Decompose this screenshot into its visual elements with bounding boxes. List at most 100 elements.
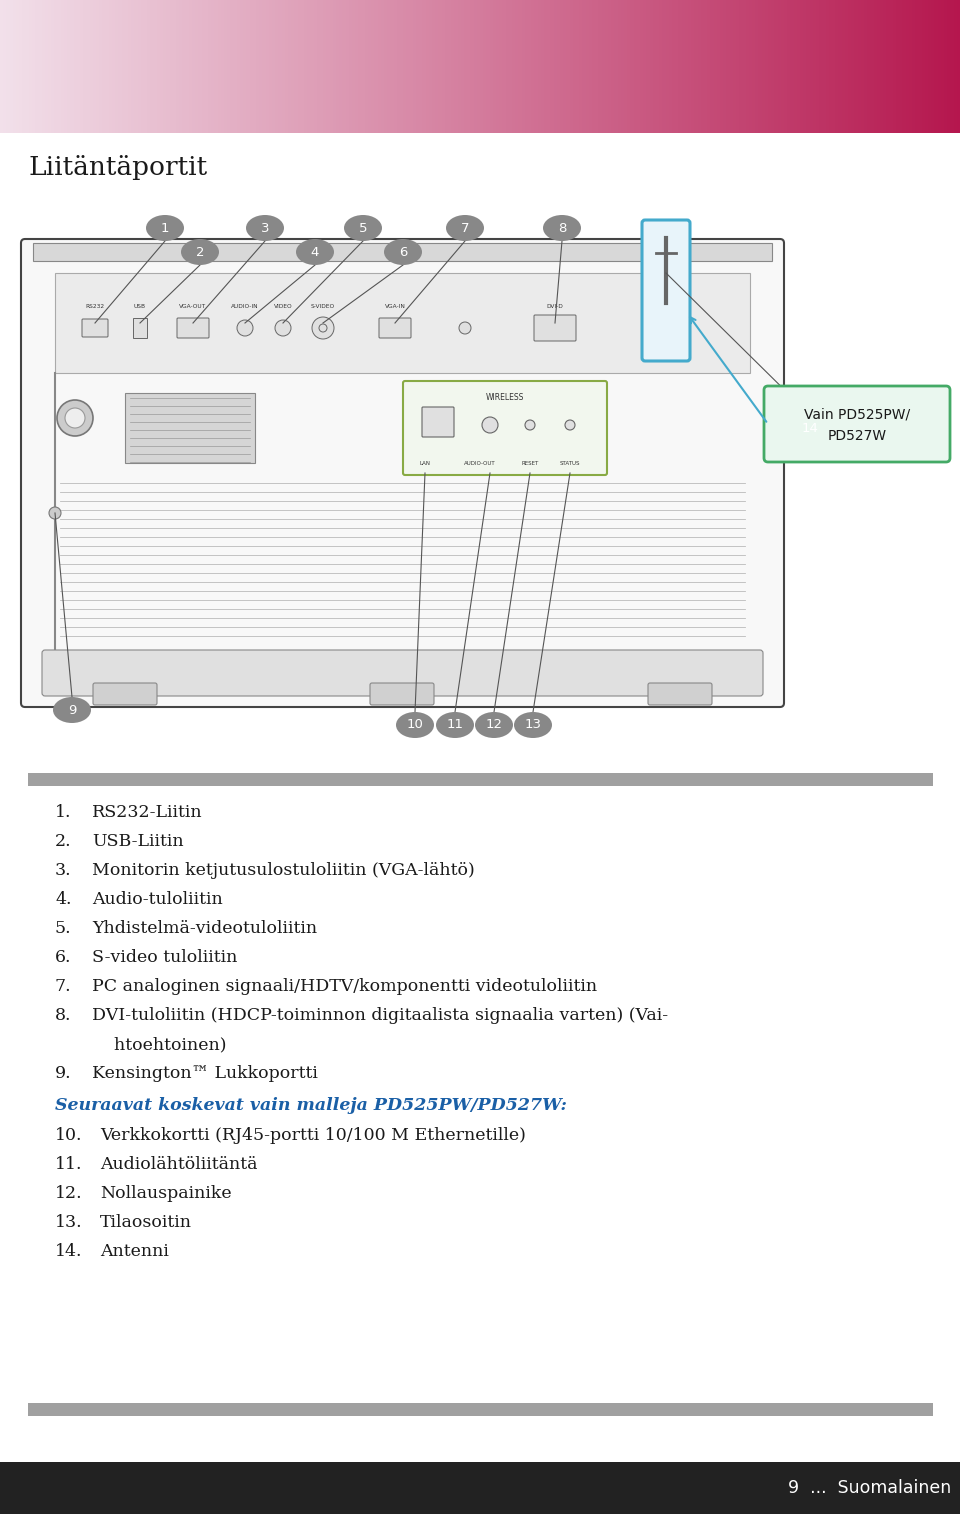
Text: Liitäntäportit: Liitäntäportit (28, 154, 207, 180)
Text: 6: 6 (398, 245, 407, 259)
Text: 6.: 6. (55, 949, 71, 966)
Text: 8.: 8. (55, 1007, 71, 1023)
Circle shape (459, 322, 471, 335)
Text: acer: acer (861, 18, 949, 51)
Text: 7: 7 (461, 221, 469, 235)
Text: S-video tuloliitin: S-video tuloliitin (92, 949, 237, 966)
Text: 12.: 12. (55, 1185, 83, 1202)
Text: PC analoginen signaali/HDTV/komponentti videotuloliitin: PC analoginen signaali/HDTV/komponentti … (92, 978, 597, 995)
Circle shape (57, 400, 93, 436)
FancyBboxPatch shape (42, 650, 763, 696)
Text: 1.: 1. (55, 804, 71, 821)
Ellipse shape (344, 215, 382, 241)
Text: VGA-OUT: VGA-OUT (180, 303, 206, 309)
Bar (28, 774, 933, 786)
Text: WIRELESS: WIRELESS (486, 392, 524, 401)
Bar (0, 1463, 960, 1514)
Text: AUDIO-OUT: AUDIO-OUT (465, 460, 495, 466)
Text: USB: USB (134, 303, 146, 309)
Ellipse shape (246, 215, 284, 241)
FancyBboxPatch shape (764, 386, 950, 462)
Text: 2: 2 (196, 245, 204, 259)
Text: DVI-tuloliitin (HDCP-toiminnon digitaalista signaalia varten) (Vai-: DVI-tuloliitin (HDCP-toiminnon digitaali… (92, 1007, 668, 1023)
Ellipse shape (543, 215, 581, 241)
Ellipse shape (146, 215, 184, 241)
Text: RS232: RS232 (85, 303, 105, 309)
Text: htoehtoinen): htoehtoinen) (92, 1036, 227, 1054)
Text: 2.: 2. (55, 833, 72, 849)
Text: 4.: 4. (55, 892, 71, 908)
Text: VIDEO: VIDEO (274, 303, 292, 309)
Text: 12: 12 (486, 719, 502, 731)
Bar (125, 394, 255, 463)
Bar (133, 318, 147, 338)
FancyBboxPatch shape (642, 220, 690, 360)
Text: Esittely: Esittely (539, 67, 741, 120)
Text: VGA-IN: VGA-IN (385, 303, 405, 309)
Text: AUDIO-IN: AUDIO-IN (231, 303, 259, 309)
Circle shape (65, 407, 85, 428)
Circle shape (237, 319, 253, 336)
Text: Verkkokortti (RJ45-portti 10/100 M Ethernetille): Verkkokortti (RJ45-portti 10/100 M Ether… (100, 1126, 526, 1145)
Text: 1: 1 (160, 221, 169, 235)
Circle shape (525, 419, 535, 430)
Circle shape (275, 319, 291, 336)
Ellipse shape (446, 215, 484, 241)
Text: 9: 9 (68, 704, 76, 716)
Text: Antenni: Antenni (100, 1243, 169, 1260)
Text: S-VIDEO: S-VIDEO (311, 303, 335, 309)
FancyBboxPatch shape (379, 318, 411, 338)
Text: Nollauspainike: Nollauspainike (100, 1185, 231, 1202)
Text: PD527W: PD527W (828, 428, 887, 444)
Circle shape (49, 507, 61, 519)
Text: 11.: 11. (55, 1157, 83, 1173)
Text: Seuraavat koskevat vain malleja PD525PW/PD527W:: Seuraavat koskevat vain malleja PD525PW/… (55, 1098, 566, 1114)
Ellipse shape (475, 712, 513, 737)
Text: Audio-tuloliitin: Audio-tuloliitin (92, 892, 223, 908)
Text: 9.: 9. (55, 1064, 72, 1083)
Ellipse shape (436, 712, 474, 737)
Text: Yhdistelmä-videotuloliitin: Yhdistelmä-videotuloliitin (92, 921, 317, 937)
Ellipse shape (514, 712, 552, 737)
Bar (28, 1403, 933, 1416)
Ellipse shape (384, 239, 422, 265)
Text: 9  ...  Suomalainen: 9 ... Suomalainen (788, 1479, 951, 1497)
Circle shape (319, 324, 327, 332)
Bar (55, 273, 750, 372)
Ellipse shape (791, 415, 829, 441)
Circle shape (482, 416, 498, 433)
FancyBboxPatch shape (93, 683, 157, 706)
Text: 5.: 5. (55, 921, 72, 937)
Text: Audiolähtöliitäntä: Audiolähtöliitäntä (100, 1157, 257, 1173)
Text: 13.: 13. (55, 1214, 83, 1231)
Ellipse shape (181, 239, 219, 265)
Text: Vain PD525PW/: Vain PD525PW/ (804, 407, 910, 421)
Text: 7.: 7. (55, 978, 72, 995)
Text: 8: 8 (558, 221, 566, 235)
FancyBboxPatch shape (534, 315, 576, 341)
Text: 11: 11 (446, 719, 464, 731)
FancyBboxPatch shape (177, 318, 209, 338)
Text: RESET: RESET (521, 460, 539, 466)
Text: 4: 4 (311, 245, 319, 259)
Text: 3: 3 (261, 221, 269, 235)
Text: DVI-D: DVI-D (546, 303, 564, 309)
Text: Kensington™ Lukkoportti: Kensington™ Lukkoportti (92, 1064, 318, 1083)
Text: Tilaosoitin: Tilaosoitin (100, 1214, 192, 1231)
Circle shape (312, 316, 334, 339)
Text: USB-Liitin: USB-Liitin (92, 833, 183, 849)
Text: 13: 13 (524, 719, 541, 731)
Text: 10.: 10. (55, 1126, 83, 1145)
Ellipse shape (396, 712, 434, 737)
Ellipse shape (296, 239, 334, 265)
Text: 3.: 3. (55, 861, 72, 880)
Text: 5: 5 (359, 221, 368, 235)
Text: 14.: 14. (55, 1243, 83, 1260)
FancyBboxPatch shape (422, 407, 454, 438)
Text: RS232-Liitin: RS232-Liitin (92, 804, 203, 821)
FancyBboxPatch shape (21, 239, 784, 707)
Text: 14: 14 (802, 421, 819, 435)
Text: 10: 10 (407, 719, 423, 731)
FancyBboxPatch shape (82, 319, 108, 338)
Text: STATUS: STATUS (560, 460, 580, 466)
